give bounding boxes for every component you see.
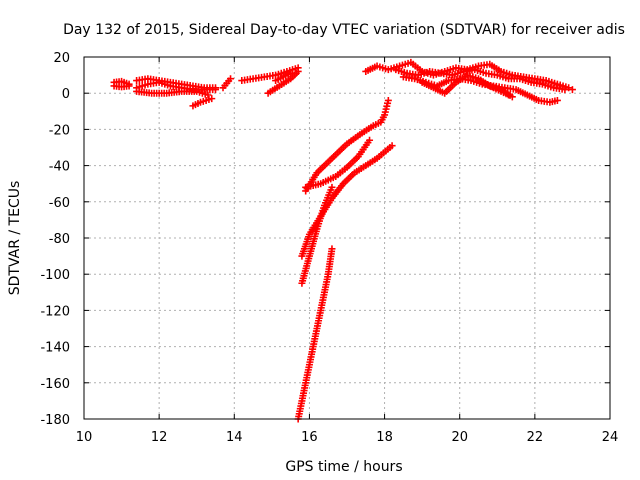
x-tick-label: 18 xyxy=(376,430,393,445)
y-axis-tick-labels: 20 0 -20 -40 -60 -80 -100 -120 -140 -160 -180 xyxy=(40,51,70,428)
x-tick-label: 22 xyxy=(527,430,544,445)
y-tick-label: 0 xyxy=(62,87,70,102)
x-axis-tick-labels: 10 12 14 16 18 20 22 24 xyxy=(76,430,619,445)
data-point xyxy=(204,91,212,99)
y-tick-label: -40 xyxy=(49,160,70,175)
data-series-segment xyxy=(298,183,336,287)
data-series-segment xyxy=(302,96,392,195)
y-tick-label: -140 xyxy=(40,341,70,356)
y-axis-label: SDTVAR / TECUs xyxy=(7,181,23,296)
data-point xyxy=(565,84,573,92)
y-tick-label: -180 xyxy=(40,413,70,428)
data-series-segment xyxy=(219,75,235,92)
y-tick-label: 20 xyxy=(53,51,70,66)
data-point xyxy=(561,86,569,94)
x-tick-label: 12 xyxy=(151,430,168,445)
x-tick-label: 16 xyxy=(301,430,318,445)
data-point xyxy=(287,69,295,77)
data-series-segment xyxy=(362,58,576,94)
x-tick-label: 24 xyxy=(602,430,619,445)
data-series-segment xyxy=(189,95,216,110)
data-point xyxy=(294,67,302,75)
y-tick-label: -120 xyxy=(40,304,70,319)
data-points xyxy=(110,58,576,423)
data-series-segment xyxy=(294,245,336,423)
x-tick-label: 14 xyxy=(226,430,243,445)
data-point xyxy=(125,82,133,90)
data-series-segment xyxy=(392,66,569,94)
data-point xyxy=(328,245,336,253)
x-axis-label: GPS time / hours xyxy=(285,459,402,475)
data-point xyxy=(568,86,576,94)
data-point xyxy=(366,136,374,144)
data-series-segment xyxy=(133,87,212,99)
data-point xyxy=(505,91,513,99)
data-point xyxy=(208,95,216,103)
x-tick-label: 20 xyxy=(451,430,468,445)
data-point xyxy=(384,96,392,104)
data-point xyxy=(212,86,219,94)
y-tick-label: -60 xyxy=(49,196,70,211)
data-point xyxy=(388,142,396,150)
y-tick-label: -20 xyxy=(49,123,70,138)
x-tick-label: 10 xyxy=(76,430,93,445)
data-point xyxy=(227,75,235,83)
y-tick-label: -100 xyxy=(40,268,70,283)
axis-ticks xyxy=(83,56,611,420)
data-point xyxy=(508,93,516,101)
data-series-segment xyxy=(110,82,133,91)
data-series-segment xyxy=(272,69,295,85)
data-point xyxy=(553,96,561,104)
chart-title: Day 132 of 2015, Sidereal Day-to-day VTE… xyxy=(63,22,625,38)
data-series-segment xyxy=(264,67,302,97)
y-tick-label: -160 xyxy=(40,377,70,392)
data-point xyxy=(328,183,336,191)
data-series-segment xyxy=(302,136,374,191)
data-series-segment xyxy=(475,77,513,99)
y-tick-label: -80 xyxy=(49,232,70,247)
